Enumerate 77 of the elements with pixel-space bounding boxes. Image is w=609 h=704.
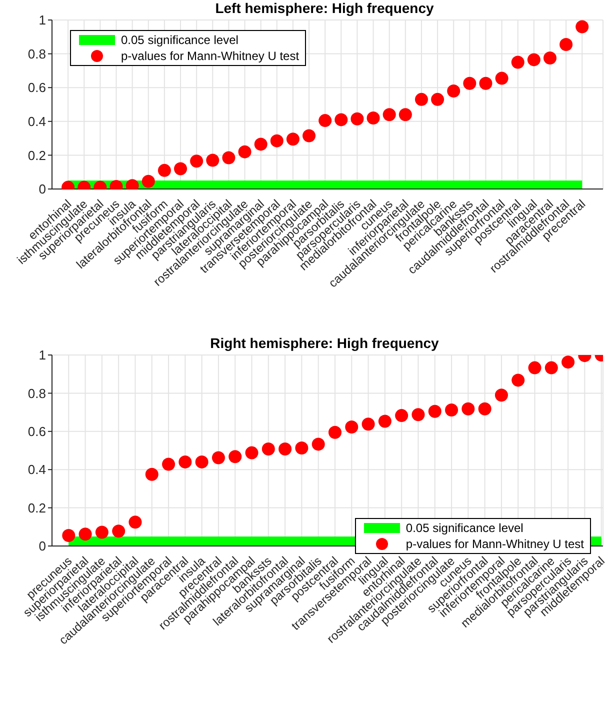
point	[142, 174, 155, 188]
legend-label: 0.05 significance level	[121, 33, 238, 47]
point	[228, 450, 242, 464]
point	[362, 418, 375, 431]
y-tick-label: 1	[38, 12, 46, 28]
point	[544, 361, 558, 374]
point	[195, 455, 208, 468]
point	[238, 145, 252, 158]
y-tick-label: 0	[38, 182, 46, 197]
point	[345, 420, 358, 434]
y-tick-label: 0.2	[28, 148, 46, 163]
point	[222, 151, 236, 164]
point	[245, 446, 258, 460]
point	[270, 134, 284, 148]
point	[378, 414, 392, 428]
point	[334, 113, 348, 126]
point	[428, 404, 442, 418]
y-tick-label: 0.4	[28, 462, 46, 478]
point	[128, 516, 142, 529]
point	[62, 528, 76, 542]
point	[318, 114, 332, 128]
point	[212, 451, 225, 464]
point	[174, 162, 188, 176]
point	[447, 84, 460, 98]
legend-label: 0.05 significance level	[406, 521, 524, 535]
point	[395, 409, 408, 422]
point	[478, 402, 492, 416]
point	[295, 442, 308, 455]
point	[286, 132, 300, 146]
y-tick-label: 0	[38, 538, 46, 554]
point	[576, 20, 589, 34]
point	[479, 76, 492, 90]
point	[431, 92, 444, 106]
point	[190, 154, 204, 168]
point	[528, 361, 542, 374]
y-tick-label: 0.8	[28, 46, 46, 62]
point	[562, 356, 575, 369]
point	[95, 526, 108, 539]
y-tick-label: 0.6	[28, 80, 46, 96]
point	[78, 528, 92, 541]
point	[350, 112, 364, 126]
chart-title: Right hemisphere: High frequency	[210, 335, 439, 351]
point	[366, 112, 380, 125]
point	[512, 374, 525, 387]
point	[328, 426, 342, 439]
point	[527, 53, 540, 66]
point	[278, 442, 292, 456]
point	[412, 408, 425, 422]
y-tick-label: 0.2	[28, 500, 46, 516]
y-tick-label: 0.8	[28, 386, 46, 401]
point	[302, 129, 316, 142]
point	[543, 52, 556, 65]
point	[206, 154, 220, 167]
point	[511, 56, 524, 69]
y-tick-label: 0.4	[28, 114, 46, 130]
point	[463, 76, 476, 90]
point	[145, 468, 158, 481]
point	[178, 455, 192, 468]
point	[494, 388, 508, 402]
legend-label: p-values for Mann-Whitney U test	[406, 537, 584, 551]
legend-label: p-values for Mann-Whitney U test	[121, 49, 300, 63]
point	[254, 138, 268, 151]
point	[462, 402, 475, 416]
point	[495, 72, 508, 85]
point	[445, 404, 458, 417]
point	[162, 458, 176, 471]
point	[398, 108, 412, 122]
y-tick-label: 1	[38, 348, 46, 363]
point	[560, 38, 573, 52]
y-tick-label: 0.6	[28, 424, 46, 440]
point	[312, 438, 325, 451]
point	[382, 108, 396, 122]
chart-title: Left hemisphere: High frequency	[215, 0, 434, 16]
point	[414, 92, 428, 106]
point	[112, 524, 126, 538]
point	[158, 164, 171, 177]
point	[262, 442, 275, 456]
